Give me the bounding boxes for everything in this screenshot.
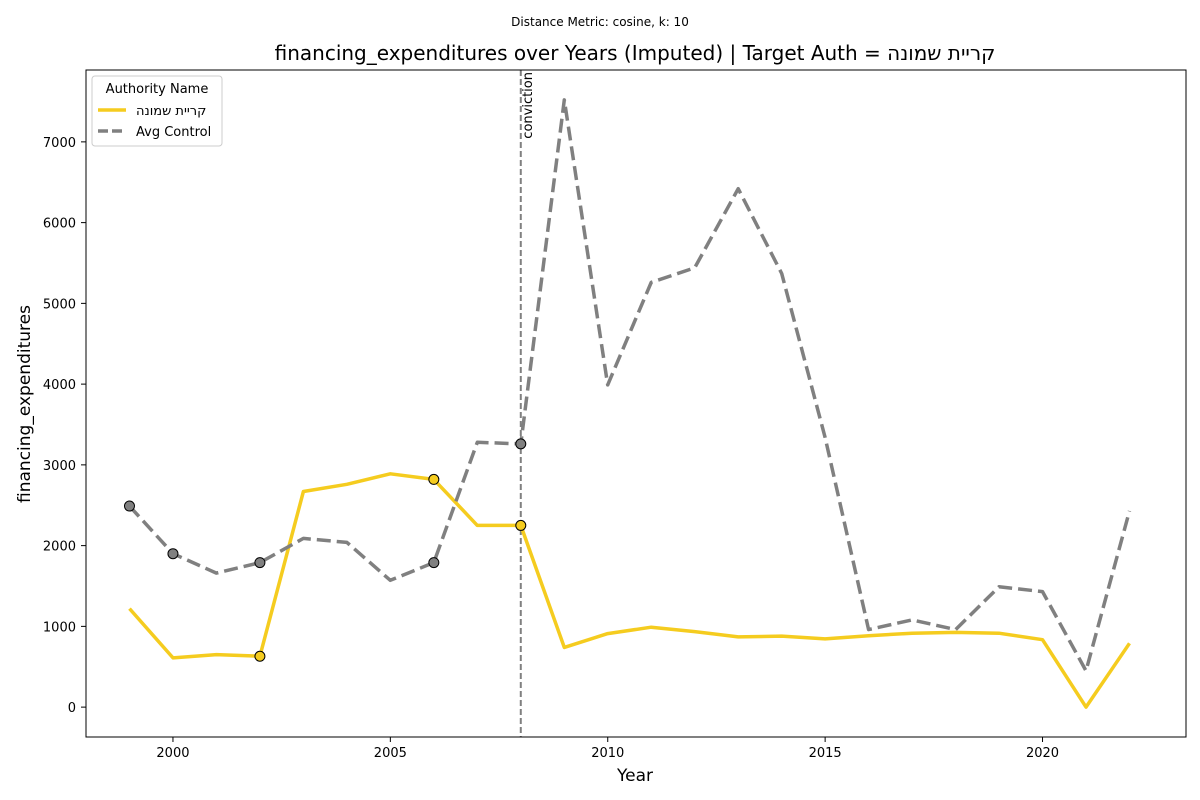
plot-area: conviction xyxy=(123,70,1132,737)
x-tick-label: 2010 xyxy=(591,746,624,761)
y-tick-label: 3000 xyxy=(43,459,76,474)
chart-suptitle: Distance Metric: cosine, k: 10 xyxy=(511,15,689,29)
y-tick-label: 4000 xyxy=(43,378,76,393)
axes-frame xyxy=(85,69,1187,738)
x-tick-label: 2000 xyxy=(156,746,189,761)
y-tick-label: 2000 xyxy=(43,540,76,555)
imputed-marker xyxy=(515,438,527,450)
conviction-label: conviction xyxy=(521,72,536,139)
imputed-marker xyxy=(515,519,527,531)
chart-title: financing_expenditures over Years (Imput… xyxy=(275,41,996,65)
y-tick-label: 6000 xyxy=(43,217,76,232)
x-tick-label: 2015 xyxy=(809,746,842,761)
x-axis-label: Year xyxy=(616,766,653,786)
imputed-marker xyxy=(254,557,266,569)
series-line-target xyxy=(128,472,1131,709)
y-tick-label: 7000 xyxy=(43,136,76,151)
series-line-control xyxy=(128,98,1132,673)
x-tick-label: 2005 xyxy=(374,746,407,761)
legend: Authority Name קריית שמונה Avg Control xyxy=(91,75,223,147)
legend-box xyxy=(91,75,223,147)
imputed-marker xyxy=(428,557,440,569)
legend-title: Authority Name xyxy=(106,82,209,97)
imputed-marker xyxy=(254,650,266,662)
y-tick-label: 0 xyxy=(68,701,76,716)
imputed-marker xyxy=(428,473,440,485)
imputed-marker xyxy=(167,548,179,560)
axes: 2000 2005 2010 2015 2020 0 1000 2000 3000 4000 500… xyxy=(43,69,1187,761)
y-axis-label: financing_expenditures xyxy=(15,305,35,503)
y-tick-label: 5000 xyxy=(43,297,76,312)
y-tick-label: 1000 xyxy=(43,620,76,635)
imputed-marker xyxy=(123,500,135,512)
series-group xyxy=(123,70,1132,737)
legend-entry: קריית שמונה xyxy=(136,104,206,119)
legend-entry: Avg Control xyxy=(136,125,211,140)
x-tick-label: 2020 xyxy=(1026,746,1059,761)
